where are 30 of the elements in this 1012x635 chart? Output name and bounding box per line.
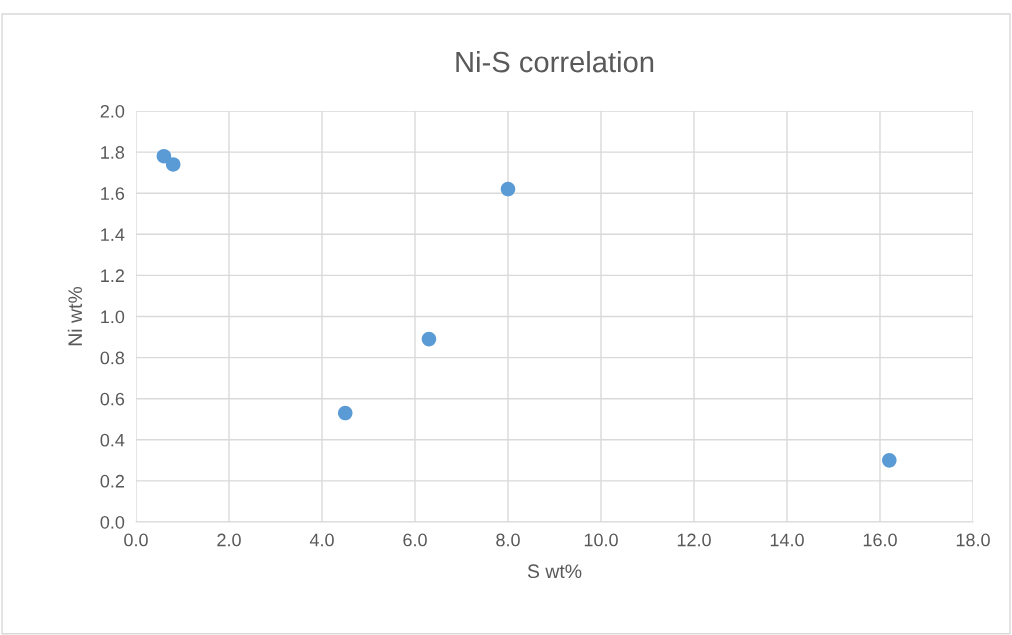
- y-tick-label: 0.0: [100, 515, 125, 529]
- x-tick-label: 8.0: [496, 533, 520, 547]
- point: [165, 157, 181, 172]
- point: [421, 331, 437, 347]
- point: [882, 453, 897, 468]
- y-tick-label: 0.2: [100, 474, 124, 488]
- y-tick-label: 1.0: [101, 310, 125, 324]
- point: [156, 148, 172, 164]
- y-axis-title: Ni wt%: [67, 286, 83, 346]
- x-tick-label: 2.0: [217, 533, 241, 547]
- x-tick-label: 10.0: [584, 533, 618, 547]
- x-tick-label: 4.0: [309, 533, 334, 547]
- y-tick-label: 0.6: [100, 392, 125, 406]
- y-tick-label: 0.4: [100, 433, 125, 447]
- x-tick-label: 0.0: [124, 533, 148, 547]
- y-tick-label: 1.4: [101, 228, 125, 241]
- x-tick-label: 12.0: [677, 533, 711, 547]
- x-axis-title: S wt%: [527, 564, 582, 579]
- x-tick-label: 18.0: [956, 533, 990, 547]
- x-tick-label: 16.0: [863, 533, 897, 547]
- y-tick-label: 2.0: [100, 104, 125, 118]
- chart-title: Ni-S correlation: [456, 50, 654, 73]
- x-tick-label: 6.0: [403, 533, 427, 547]
- y-tick-label: 1.2: [101, 269, 124, 282]
- y-tick-label: 0.8: [100, 351, 125, 365]
- y-tick-label: 1.6: [101, 187, 125, 200]
- y-tick-label: 1.8: [101, 146, 125, 159]
- point: [500, 181, 516, 197]
- point: [337, 405, 353, 421]
- x-tick-label: 14.0: [770, 533, 804, 547]
